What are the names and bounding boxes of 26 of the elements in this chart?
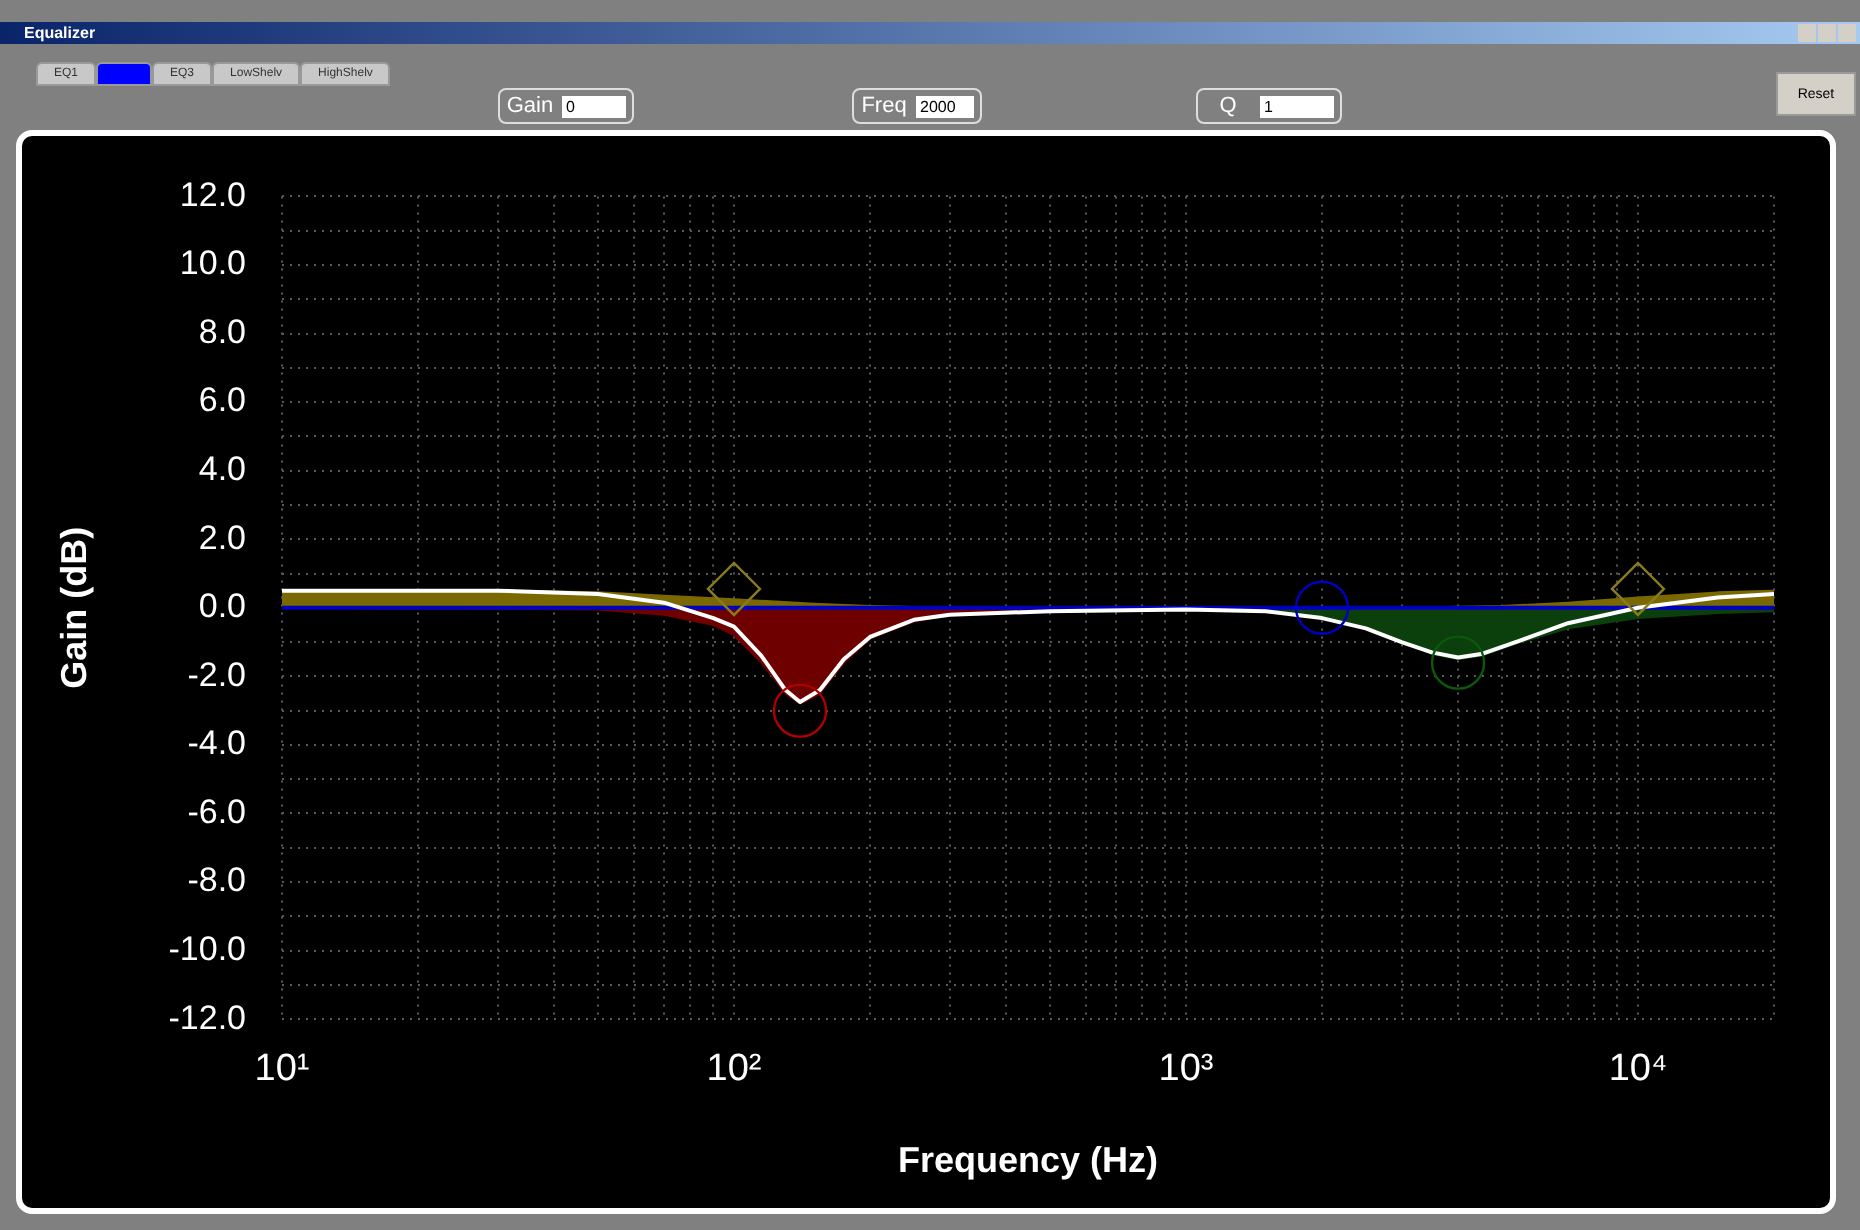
x-tick-label: 10³ [1158,1048,1214,1091]
y-tick-label: -8.0 [187,861,246,900]
y-tick-label: 10.0 [179,244,246,283]
y-tick-label: 0.0 [198,587,246,626]
text: Freq [860,94,908,118]
y-tick-label: -10.0 [168,930,246,969]
y-tick-label: 2.0 [198,518,246,557]
text: 2000 [916,95,974,117]
x-tick-label: 10¹ [254,1048,310,1091]
y-tick-label: -6.0 [187,792,246,831]
x-tick-label: 10⁴ [1608,1048,1668,1091]
y-tick-label: -12.0 [168,998,246,1037]
text: Equalizer [24,22,96,44]
x-axis-title: Frequency (Hz) [897,1140,1159,1181]
y-axis-title: Gain (dB) [53,526,94,689]
x-tick-label: 10² [706,1048,762,1091]
y-tick-label: 6.0 [198,381,246,420]
y-tick-label: 4.0 [198,450,246,489]
text: 1 [1260,95,1334,117]
y-tick-label: 12.0 [179,175,246,214]
text: 0 [562,95,626,117]
y-tick-label: -2.0 [187,655,246,694]
text: Q [1217,94,1239,118]
text: Gain [506,94,554,118]
y-tick-label: -4.0 [187,724,246,763]
y-tick-label: 8.0 [198,312,246,351]
